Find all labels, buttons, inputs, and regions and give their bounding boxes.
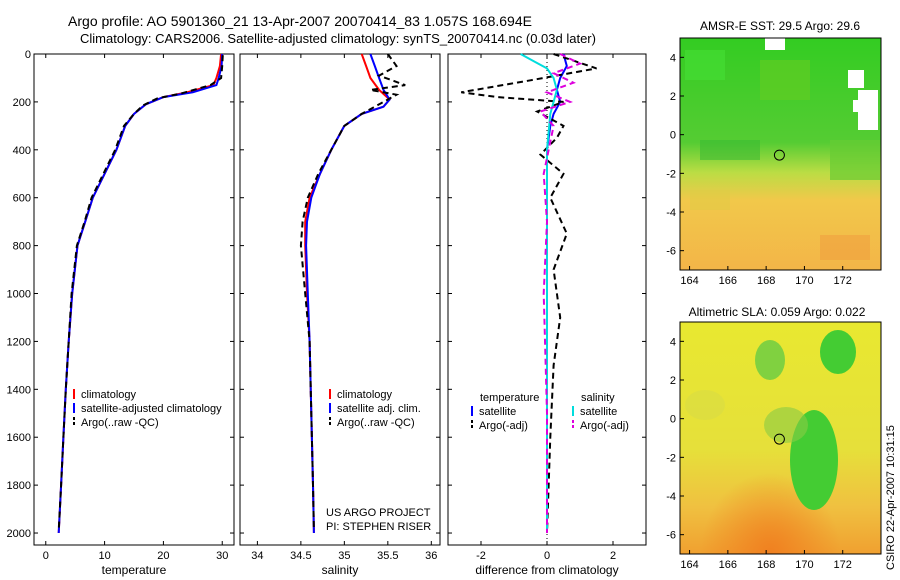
project-label: US ARGO PROJECT: [326, 507, 431, 519]
temperature-ytick-label: 400: [13, 145, 31, 157]
sst_map-ytick-label: -2: [666, 168, 676, 180]
difference-xlabel: difference from climatology: [475, 563, 618, 577]
temperature-ytick-label: 800: [13, 241, 31, 253]
difference-xtick-label: -2: [476, 550, 486, 562]
temperature-series-climatology: [57, 53, 223, 534]
sla_map-ytick-label: 0: [670, 414, 676, 426]
salinity-xtick-label: 36: [425, 550, 437, 562]
salinity-xtick-label: 34.5: [290, 550, 311, 562]
temperature-ytick-label: 2000: [7, 528, 31, 540]
sla_map-ytick-label: -6: [666, 530, 676, 542]
salinity-xtick-label: 34: [251, 550, 263, 562]
sla_map-xtick-label: 170: [795, 559, 813, 571]
temperature-ytick-label: 1000: [7, 289, 31, 301]
temperature-ytick-label: 1600: [7, 432, 31, 444]
temperature-ytick-label: 1800: [7, 480, 31, 492]
sst_map-ytick-label: -6: [666, 246, 676, 258]
difference-legend-label: satellite: [580, 406, 617, 418]
difference-legend-heading: salinity: [581, 392, 615, 404]
salinity-xtick-label: 35.5: [377, 550, 398, 562]
sst-heatmap-field: [680, 38, 881, 270]
temperature-ytick-label: 0: [25, 49, 31, 61]
figure-title-line2: Climatology: CARS2006. Satellite-adjuste…: [80, 31, 596, 46]
salinity-xtick-label: 35: [338, 550, 350, 562]
difference-series-temperature-argo-adj-: [461, 53, 597, 534]
temperature-legend-label: satellite-adjusted climatology: [81, 403, 222, 415]
sst_map-ytick-label: 0: [670, 130, 676, 142]
salinity-series-climatology: [304, 53, 391, 534]
salinity-xlabel: salinity: [322, 563, 359, 577]
sla_map-ytick-label: 2: [670, 375, 676, 387]
difference-series-salinity-satellite: [520, 53, 558, 533]
sst_map-ytick-label: 4: [670, 52, 676, 64]
sla_map-xtick-label: 164: [680, 559, 698, 571]
temperature-ytick-label: 1200: [7, 336, 31, 348]
difference-legend-heading: temperature: [480, 392, 539, 404]
temperature-series-satellite-adjusted-climatology: [57, 53, 224, 534]
salinity-legend-label: Argo(..raw -QC): [337, 417, 415, 429]
sla-heatmap-field: [680, 322, 881, 554]
sla-argo-location-marker: [773, 433, 785, 445]
sst-map-title: AMSR-E SST: 29.5 Argo: 29.6: [700, 19, 860, 33]
difference-legend-label: satellite: [479, 406, 516, 418]
sst-missing-data: [765, 38, 785, 50]
sst_map-xtick-label: 164: [680, 275, 698, 287]
temperature-ytick-label: 200: [13, 97, 31, 109]
temperature-xtick-label: 20: [157, 550, 169, 562]
salinity-profile-panel: 34 34.5 35 35.5 36 salinity climatology satelli…: [239, 53, 441, 577]
difference-legend-label: Argo(-adj): [479, 420, 528, 432]
salinity-legend-label: climatology: [337, 389, 393, 401]
salinity-legend-label: satellite adj. clim.: [337, 403, 421, 415]
salinity-plot-frame: [239, 53, 441, 546]
sst_map-xtick-label: 166: [719, 275, 737, 287]
temperature-series-argo-raw-qc-: [57, 55, 224, 531]
sla_map-ytick-label: -2: [666, 452, 676, 464]
figure-title-line1: Argo profile: AO 5901360_21 13-Apr-2007 …: [68, 13, 532, 29]
csiro-timestamp: CSIRO 22-Apr-2007 10:31:15: [885, 425, 897, 570]
sst_map-xtick-label: 168: [757, 275, 775, 287]
difference-legend-label: Argo(-adj): [580, 420, 629, 432]
difference-xtick-label: 0: [544, 550, 550, 562]
sla_map-ytick-label: -4: [666, 491, 676, 503]
temperature-xtick-label: 0: [43, 550, 49, 562]
sst_map-ytick-label: -4: [666, 207, 676, 219]
sla_map-ytick-label: 4: [670, 336, 676, 348]
temperature-plot-frame: [33, 53, 235, 546]
difference-xtick-label: 2: [610, 550, 616, 562]
sst_map-xtick-label: 172: [834, 275, 852, 287]
sst-argo-location-marker: [773, 149, 785, 161]
temperature-ytick-label: 600: [13, 193, 31, 205]
sla_map-xtick-label: 166: [719, 559, 737, 571]
sla_map-xtick-label: 172: [834, 559, 852, 571]
sst_map-xtick-label: 170: [795, 275, 813, 287]
salinity-series-argo-raw-qc-: [299, 53, 406, 531]
temperature-ytick-label: 1400: [7, 384, 31, 396]
pi-label: PI: STEPHEN RISER: [326, 521, 431, 533]
temperature-legend-label: climatology: [81, 389, 137, 401]
sst-map-panel: AMSR-E SST: 29.5 Argo: 29.6 164 166 168 170…: [666, 19, 882, 287]
temperature-xlabel: temperature: [102, 563, 167, 577]
temperature-xtick-label: 10: [98, 550, 110, 562]
sla_map-xtick-label: 168: [757, 559, 775, 571]
temperature-legend-label: Argo(..raw -QC): [81, 417, 159, 429]
temperature-profile-panel: 0 10 20 30 temperature 0 200 400 600 800 1000 1200 1…: [7, 49, 235, 577]
salinity-series-satellite-adj-clim-: [305, 53, 391, 534]
sla-map-panel: Altimetric SLA: 0.059 Argo: 0.022 164 166…: [666, 305, 882, 571]
difference-series-salinity-argo-adj-: [538, 53, 583, 533]
temperature-xtick-label: 30: [216, 550, 228, 562]
sla-map-title: Altimetric SLA: 0.059 Argo: 0.022: [689, 305, 866, 319]
sst_map-ytick-label: 2: [670, 91, 676, 103]
